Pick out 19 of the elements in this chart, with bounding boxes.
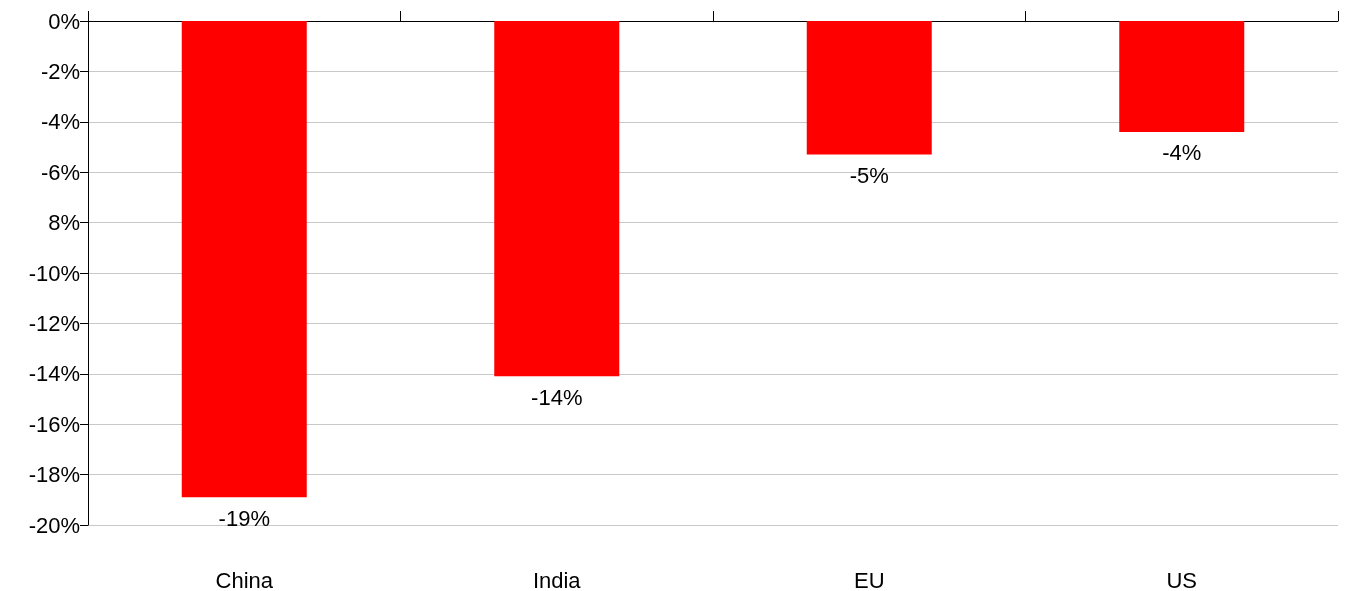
data-label: -14% bbox=[531, 384, 583, 410]
y-tick-label: -6% bbox=[40, 159, 80, 185]
y-tick-label: -4% bbox=[40, 109, 80, 135]
x-tick-label: US bbox=[1166, 567, 1198, 591]
y-tick-label: 8% bbox=[48, 210, 80, 236]
data-label: -5% bbox=[849, 163, 889, 189]
y-tick-label: -14% bbox=[28, 361, 80, 387]
y-tick-label: -2% bbox=[40, 58, 80, 84]
y-tick-label: -12% bbox=[28, 310, 80, 336]
y-tick-label: -20% bbox=[28, 512, 80, 538]
x-tick-label: India bbox=[532, 567, 582, 591]
data-label: -4% bbox=[1162, 140, 1202, 166]
x-tick-label: EU bbox=[853, 567, 885, 591]
data-label: -19% bbox=[218, 505, 270, 531]
x-tick-label: China bbox=[215, 567, 274, 591]
y-tick-label: -16% bbox=[28, 411, 80, 437]
y-tick-label: -18% bbox=[28, 462, 80, 488]
y-tick-label: -10% bbox=[28, 260, 80, 286]
y-tick-label: 0% bbox=[48, 8, 80, 34]
